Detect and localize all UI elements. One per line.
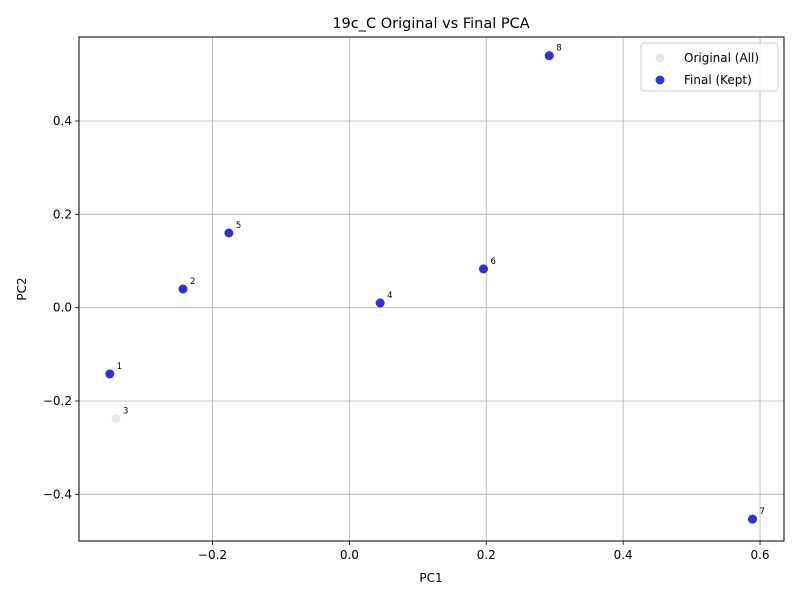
point-label: 8 — [556, 44, 561, 54]
final-point — [105, 369, 115, 379]
x-axis-label: PC1 — [419, 571, 442, 585]
legend-marker-final — [655, 75, 665, 85]
original-point — [111, 414, 121, 424]
point-label: 3 — [123, 407, 128, 417]
y-tick-label: 0.4 — [53, 114, 72, 128]
y-axis-label: PC2 — [15, 277, 29, 300]
legend-label-original: Original (All) — [684, 51, 759, 65]
x-tick-label: 0.6 — [750, 548, 769, 562]
x-tick-label: −0.2 — [198, 548, 227, 562]
axis-ticks: −0.2 0.0 0.2 0.4 0.6 −0.4 −0.2 0.0 0.2 0.4 — [43, 114, 770, 562]
y-tick-label: −0.2 — [43, 394, 72, 408]
final-point — [178, 284, 188, 294]
y-tick-label: 0.2 — [53, 207, 72, 221]
final-point — [479, 264, 489, 274]
legend-label-final: Final (Kept) — [684, 73, 752, 87]
legend-marker-original — [655, 53, 665, 63]
point-label: 2 — [190, 277, 195, 287]
legend-box — [640, 42, 779, 92]
point-label: 6 — [491, 257, 496, 267]
final-point — [375, 298, 385, 308]
x-tick-label: 0.4 — [614, 548, 633, 562]
legend: Original (All) Final (Kept) — [640, 42, 779, 92]
grid — [79, 37, 784, 541]
y-tick-label: −0.4 — [43, 487, 72, 501]
x-tick-label: 0.2 — [477, 548, 496, 562]
point-labels: 1 2 3 4 5 6 7 8 — [117, 44, 765, 517]
final-point — [224, 228, 234, 238]
chart-title: 19c_C Original vs Final PCA — [332, 16, 529, 32]
point-label: 7 — [760, 507, 765, 517]
final-point — [544, 51, 554, 61]
y-tick-label: 0.0 — [53, 301, 72, 315]
point-label: 1 — [117, 362, 122, 372]
plot-frame — [78, 36, 785, 542]
point-label: 5 — [236, 221, 241, 231]
point-label: 4 — [387, 291, 392, 301]
data-points — [105, 51, 758, 524]
x-tick-label: 0.0 — [340, 548, 359, 562]
final-point — [748, 514, 758, 524]
